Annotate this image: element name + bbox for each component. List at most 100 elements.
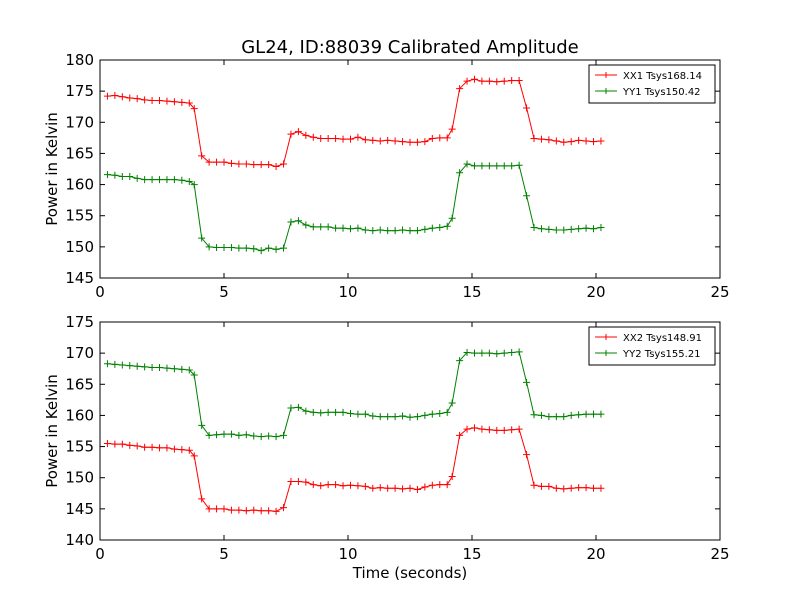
data-point-marker bbox=[530, 224, 538, 232]
data-point-marker bbox=[317, 223, 325, 231]
legend-box bbox=[588, 64, 716, 104]
data-point-marker bbox=[523, 378, 531, 386]
data-point-marker bbox=[361, 226, 369, 234]
data-point-marker bbox=[133, 362, 141, 370]
data-point-marker bbox=[185, 366, 193, 374]
data-point-marker bbox=[133, 442, 141, 450]
data-point-marker bbox=[567, 138, 575, 146]
y-tick-label: 170 bbox=[65, 113, 94, 131]
x-tick-label: 0 bbox=[95, 283, 105, 301]
data-point-marker bbox=[302, 407, 310, 415]
data-point-marker bbox=[470, 424, 478, 432]
data-point-marker bbox=[156, 96, 164, 104]
data-point-marker bbox=[302, 131, 310, 139]
data-point-marker bbox=[354, 482, 362, 490]
data-point-marker bbox=[485, 162, 493, 170]
x-tick-label: 5 bbox=[219, 545, 229, 563]
data-point-marker bbox=[470, 162, 478, 170]
y-tick-label: 145 bbox=[65, 269, 94, 287]
data-point-marker bbox=[126, 441, 134, 449]
x-tick-label: 15 bbox=[462, 283, 481, 301]
data-point-marker bbox=[178, 446, 186, 454]
legend-label: YY1 Tsys150.42 bbox=[622, 87, 701, 98]
data-point-marker bbox=[399, 485, 407, 493]
data-point-marker bbox=[567, 411, 575, 419]
data-point-marker bbox=[220, 243, 228, 251]
data-point-marker bbox=[250, 245, 258, 253]
data-point-marker bbox=[530, 134, 538, 142]
data-point-marker bbox=[163, 176, 171, 184]
data-point-marker bbox=[185, 177, 193, 185]
data-point-marker bbox=[126, 172, 134, 180]
data-point-marker bbox=[257, 161, 265, 169]
data-point-marker bbox=[103, 360, 111, 368]
data-point-marker bbox=[500, 162, 508, 170]
data-point-marker bbox=[133, 95, 141, 103]
data-point-marker bbox=[575, 225, 583, 233]
data-point-marker bbox=[530, 481, 538, 489]
data-point-marker bbox=[346, 410, 354, 418]
legend-marker bbox=[603, 88, 609, 94]
data-point-marker bbox=[545, 136, 553, 144]
data-point-marker bbox=[332, 408, 340, 416]
series-1 bbox=[103, 424, 605, 515]
data-point-marker bbox=[242, 431, 250, 439]
data-point-marker bbox=[170, 98, 178, 106]
data-point-marker bbox=[272, 163, 280, 171]
legend-marker bbox=[603, 72, 609, 78]
data-point-marker bbox=[156, 363, 164, 371]
data-point-marker bbox=[406, 227, 414, 235]
data-point-marker bbox=[280, 244, 288, 252]
x-tick-label: 25 bbox=[710, 545, 729, 563]
data-point-marker bbox=[575, 411, 583, 419]
data-point-marker bbox=[170, 445, 178, 453]
data-point-marker bbox=[324, 408, 332, 416]
data-point-marker bbox=[272, 507, 280, 515]
data-point-marker bbox=[590, 138, 598, 146]
data-point-marker bbox=[560, 413, 568, 421]
data-point-marker bbox=[443, 134, 451, 142]
data-point-marker bbox=[280, 160, 288, 168]
data-point-marker bbox=[428, 134, 436, 142]
data-point-marker bbox=[198, 495, 206, 503]
data-point-marker bbox=[413, 413, 421, 421]
data-point-marker bbox=[523, 192, 531, 200]
data-point-marker bbox=[530, 411, 538, 419]
data-point-marker bbox=[354, 224, 362, 232]
data-point-marker bbox=[582, 224, 590, 232]
data-point-marker bbox=[376, 137, 384, 145]
data-point-marker bbox=[103, 439, 111, 447]
data-point-marker bbox=[213, 505, 221, 513]
data-point-marker bbox=[148, 363, 156, 371]
data-point-marker bbox=[560, 485, 568, 493]
data-point-marker bbox=[597, 410, 605, 418]
data-point-marker bbox=[339, 135, 347, 143]
y-tick-label: 140 bbox=[65, 531, 94, 549]
data-point-marker bbox=[391, 227, 399, 235]
data-point-marker bbox=[436, 410, 444, 418]
data-point-marker bbox=[227, 159, 235, 167]
data-point-marker bbox=[421, 411, 429, 419]
y-tick-label: 150 bbox=[65, 238, 94, 256]
data-point-marker bbox=[118, 440, 126, 448]
data-point-marker bbox=[552, 413, 560, 421]
data-point-marker bbox=[463, 160, 471, 168]
data-point-marker bbox=[428, 481, 436, 489]
y-tick-label: 175 bbox=[65, 82, 94, 100]
data-point-marker bbox=[242, 160, 250, 168]
data-point-marker bbox=[384, 227, 392, 235]
x-tick-label: 10 bbox=[338, 283, 357, 301]
data-point-marker bbox=[250, 506, 258, 514]
x-tick-label: 15 bbox=[462, 545, 481, 563]
data-point-marker bbox=[294, 217, 302, 225]
data-point-marker bbox=[317, 482, 325, 490]
data-point-marker bbox=[436, 134, 444, 142]
data-point-marker bbox=[597, 224, 605, 232]
data-point-marker bbox=[205, 158, 213, 166]
data-point-marker bbox=[597, 137, 605, 145]
data-point-marker bbox=[213, 158, 221, 166]
data-point-marker bbox=[227, 430, 235, 438]
data-point-marker bbox=[118, 172, 126, 180]
data-point-marker bbox=[369, 227, 377, 235]
